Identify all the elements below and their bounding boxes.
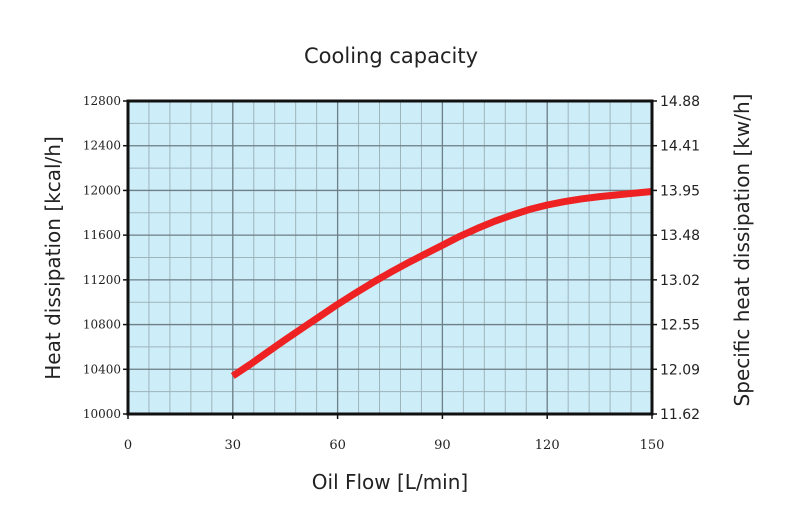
plot-frame [126,99,654,416]
x-tick-label: 30 [225,438,242,453]
y2-tick-label: 13.02 [660,273,700,289]
y-tick-label: 12400 [83,139,121,153]
y2-tick-label: 12.55 [660,318,700,334]
y-tick-label: 12800 [83,94,121,108]
y-axis-label-left: Heat dissipation [kcal/h] [41,136,65,379]
x-tick-label: 60 [329,438,346,453]
y-tick-label: 10000 [83,407,121,421]
y2-tick-label: 13.48 [660,228,700,244]
y-tick-label: 11200 [83,273,121,287]
y-tick-label: 10800 [83,318,121,332]
y2-tick-label: 14.41 [660,139,700,155]
y-tick-label: 12000 [83,183,121,197]
x-tick-label: 0 [124,438,132,453]
y2-tick-label: 11.62 [660,407,700,423]
y-tick-label: 10400 [83,362,121,376]
x-tick-label: 90 [434,438,451,453]
heat-dissipation-series-line [230,188,653,379]
y2-tick-label: 12.09 [660,362,700,378]
y2-tick-label: 13.95 [660,183,700,199]
major-gridlines [128,101,652,414]
right-y-axis-ticks: 11.62 12.09 12.55 13.02 13.48 13.95 14.41 14.88 [652,94,700,423]
y2-tick-label: 14.88 [660,94,700,110]
x-tick-label: 120 [535,438,560,453]
left-y-axis-ticks: 10000 10400 10800 11200 11600 12000 12400 12800 [83,94,128,421]
y-axis-label-right: Specific heat dissipation [kw/h] [730,94,754,407]
y-tick-label: 11600 [83,228,121,242]
x-tick-label: 150 [640,438,665,453]
x-axis-label: Oil Flow [L/min] [312,470,468,494]
chart-title: Cooling capacity [304,44,478,68]
x-axis-ticks: 0 30 60 90 120 150 [124,414,665,453]
